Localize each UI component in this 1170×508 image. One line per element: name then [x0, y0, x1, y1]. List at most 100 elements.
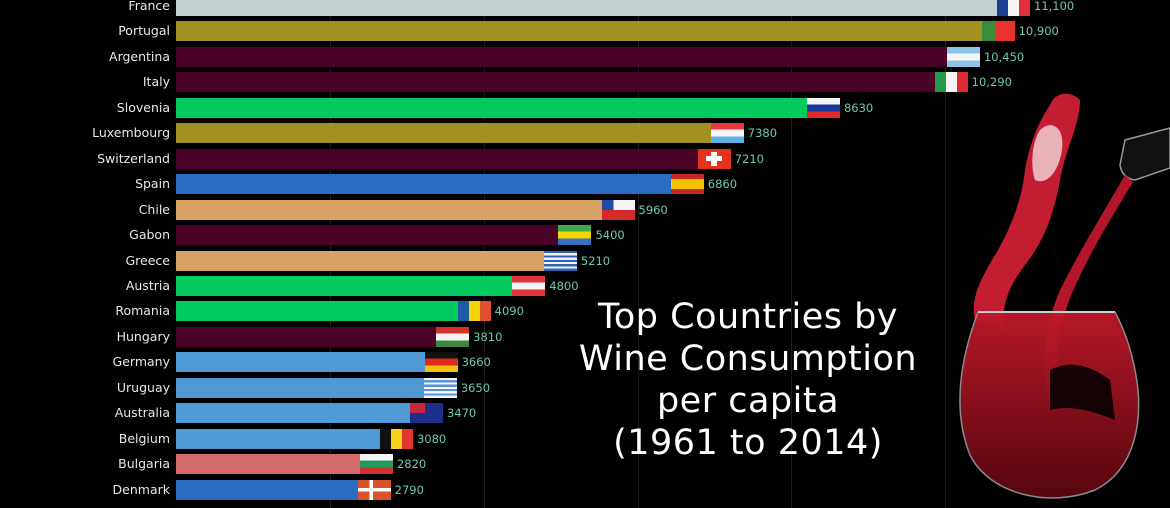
value-label: 10,450 — [983, 49, 1025, 64]
bar-row-chile: Chile 5960 — [0, 199, 1170, 221]
bar-row-italy: Italy 10,290 — [0, 71, 1170, 93]
country-label: Australia — [114, 405, 170, 421]
country-label: Portugal — [118, 23, 170, 39]
value-label: 6860 — [707, 177, 738, 192]
title-line-2: Wine Consumption — [578, 339, 918, 379]
bar — [176, 403, 410, 424]
country-label: Luxembourg — [92, 125, 170, 141]
italy-flag-icon — [934, 72, 968, 93]
bar — [176, 479, 358, 500]
value-label: 4800 — [549, 278, 579, 293]
gabon-flag-icon — [558, 225, 592, 246]
portugal-flag-icon — [981, 21, 1015, 42]
bulgaria-flag-icon — [359, 454, 393, 475]
value-label: 3470 — [446, 406, 477, 421]
bar-row-romania: Romania 4090 — [0, 300, 1170, 322]
bar-row-denmark: Denmark 2790 — [0, 479, 1170, 501]
bar — [176, 123, 711, 144]
value-label: 7380 — [747, 126, 778, 141]
country-label: Denmark — [112, 481, 170, 497]
bar-row-greece: Greece 5210 — [0, 250, 1170, 272]
bar — [176, 326, 437, 347]
gridline — [791, 0, 793, 508]
bar-row-switzerland: Switzerland 7210 — [0, 148, 1170, 170]
country-label: Bulgaria — [118, 456, 170, 472]
bar — [176, 250, 544, 271]
uruguay-flag-icon — [423, 377, 457, 398]
country-label: Gabon — [129, 227, 170, 243]
hungary-flag-icon — [436, 326, 470, 347]
wine-glass-illustration — [959, 93, 1170, 499]
bar — [176, 454, 360, 475]
title-line-3: per capita — [656, 381, 840, 421]
country-label: Spain — [135, 176, 170, 192]
value-label: 5960 — [638, 202, 668, 217]
bar-row-belgium: Belgium 3080 — [0, 428, 1170, 450]
bar-row-hungary: Hungary 3810 — [0, 326, 1170, 348]
bar — [176, 46, 947, 67]
value-label: 10,290 — [971, 75, 1012, 90]
country-label: Greece — [125, 252, 171, 268]
bottle-icon — [1119, 127, 1170, 181]
country-label: Belgium — [118, 430, 170, 446]
value-label: 8630 — [843, 100, 874, 115]
bar — [176, 174, 671, 195]
belgium-flag-icon — [379, 428, 413, 449]
value-label: 10,900 — [1018, 24, 1059, 39]
value-label: 2790 — [394, 482, 424, 497]
bar — [176, 97, 807, 118]
france-flag-icon — [997, 0, 1030, 16]
value-label: 5210 — [580, 253, 611, 268]
bar-row-germany: Germany 3660 — [0, 351, 1170, 373]
country-label: Hungary — [116, 328, 170, 344]
value-label: 3810 — [473, 329, 503, 344]
bar — [176, 352, 425, 373]
austria-flag-icon — [512, 275, 546, 296]
greece-flag-icon — [543, 250, 577, 271]
title-line-1: Top Countries by — [597, 297, 899, 337]
chile-flag-icon — [601, 199, 635, 220]
bar — [176, 148, 698, 169]
bar-row-spain: Spain 6860 — [0, 173, 1170, 195]
bar-row-uruguay: Uruguay 3650 — [0, 377, 1170, 399]
bar — [176, 0, 997, 16]
bar — [176, 377, 424, 398]
bar-row-portugal: Portugal 10,900 — [0, 20, 1170, 42]
value-label: 3080 — [416, 431, 447, 446]
chart-title: Top Countries by Wine Consumption per ca… — [548, 296, 948, 464]
bar — [176, 275, 513, 296]
value-label: 11,100 — [1034, 0, 1075, 13]
argentina-flag-icon — [946, 46, 980, 67]
bar — [176, 301, 458, 322]
gridline — [637, 0, 639, 508]
luxembourg-flag-icon — [710, 123, 744, 144]
romania-flag-icon — [457, 301, 491, 322]
germany-flag-icon — [424, 352, 458, 373]
bar — [176, 428, 380, 449]
value-label: 3660 — [461, 355, 491, 370]
country-label: Italy — [142, 74, 170, 90]
value-label: 7210 — [734, 151, 764, 166]
bar-row-france: France 11,100 — [0, 0, 1170, 17]
denmark-flag-icon — [357, 479, 391, 500]
bar-row-austria: Austria 4800 — [0, 275, 1170, 297]
country-label: Uruguay — [116, 379, 170, 395]
country-label: Chile — [138, 201, 170, 217]
country-label: Argentina — [109, 48, 170, 64]
bar-row-slovenia: Slovenia 8630 — [0, 97, 1170, 119]
value-label: 5400 — [595, 228, 625, 243]
bar-row-bulgaria: Bulgaria 2820 — [0, 453, 1170, 475]
switzerland-flag-icon — [697, 148, 731, 169]
spain-flag-icon — [670, 174, 704, 195]
bar — [176, 225, 559, 246]
country-label: Slovenia — [116, 99, 170, 115]
value-label: 4090 — [494, 304, 524, 319]
bar-row-australia: Australia 3470 — [0, 402, 1170, 424]
country-label: Romania — [115, 303, 170, 319]
slovenia-flag-icon — [806, 97, 840, 118]
country-label: Germany — [112, 354, 170, 370]
title-line-4: (1961 to 2014) — [613, 423, 883, 463]
bar — [176, 199, 602, 220]
country-label: Switzerland — [97, 150, 170, 166]
